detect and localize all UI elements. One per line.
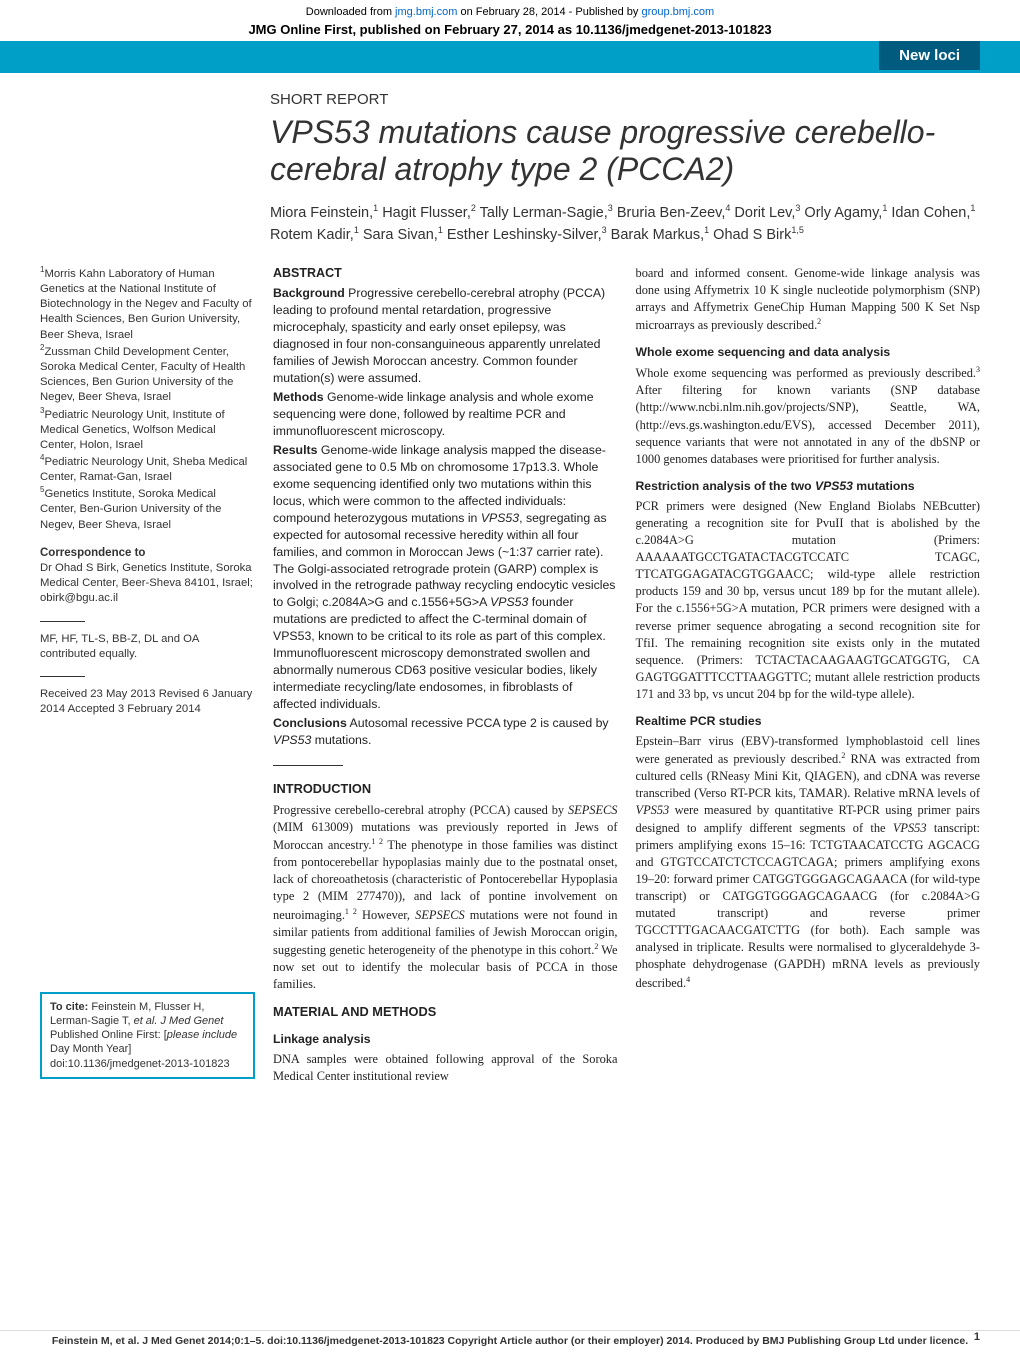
footer-text: Feinstein M, et al. J Med Genet 2014;0:1… xyxy=(52,1335,968,1347)
abstract-bg-label: Background xyxy=(273,286,345,300)
realtime-heading: Realtime PCR studies xyxy=(636,713,981,730)
correspondence-body: Dr Ohad S Birk, Genetics Institute, Soro… xyxy=(40,561,255,607)
restriction-heading: Restriction analysis of the two VPS53 mu… xyxy=(636,478,981,495)
correspondence-heading: Correspondence to xyxy=(40,547,255,559)
publication-banner: JMG Online First, published on February … xyxy=(0,20,1020,41)
exome-body: Whole exome sequencing was performed as … xyxy=(636,364,981,468)
abstract-concl-label: Conclusions xyxy=(273,716,347,730)
linkage-heading: Linkage analysis xyxy=(273,1031,618,1048)
header-bar: New loci xyxy=(0,41,1020,73)
citation-box: To cite: Feinstein M, Flusser H, Lerman-… xyxy=(40,992,255,1079)
intro-body: Progressive cerebello-cerebral atrophy (… xyxy=(273,802,618,994)
restriction-body: PCR primers were designed (New England B… xyxy=(636,498,981,703)
column-1: ABSTRACT Background Progressive cerebell… xyxy=(273,265,618,1087)
report-type: SHORT REPORT xyxy=(270,91,980,108)
abstract: ABSTRACT Background Progressive cerebell… xyxy=(273,265,618,749)
contributions-note: MF, HF, TL-S, BB-Z, DL and OA contribute… xyxy=(40,632,255,663)
download-site-link[interactable]: jmg.bmj.com xyxy=(395,6,457,18)
realtime-body: Epstein–Barr virus (EBV)-transformed lym… xyxy=(636,733,981,992)
linkage-body: DNA samples were obtained following appr… xyxy=(273,1051,618,1085)
article-title: VPS53 mutations cause progressive cerebe… xyxy=(270,114,980,188)
abstract-methods-label: Methods xyxy=(273,390,324,404)
abstract-results-label: Results xyxy=(273,443,317,457)
footer: Feinstein M, et al. J Med Genet 2014;0:1… xyxy=(0,1330,1020,1351)
download-mid: on February 28, 2014 - Published by xyxy=(457,6,641,18)
abstract-heading: ABSTRACT xyxy=(273,265,618,282)
download-meta: Downloaded from jmg.bmj.com on February … xyxy=(0,0,1020,20)
page-number: 1 xyxy=(974,1331,980,1343)
methods-heading: MATERIAL AND METHODS xyxy=(273,1003,618,1021)
divider xyxy=(40,676,85,677)
exome-heading: Whole exome sequencing and data analysis xyxy=(636,344,981,361)
article-dates: Received 23 May 2013 Revised 6 January 2… xyxy=(40,687,255,718)
sidebar: 1Morris Kahn Laboratory of Human Genetic… xyxy=(40,265,255,1087)
download-pub-link[interactable]: group.bmj.com xyxy=(641,6,714,18)
divider xyxy=(40,621,85,622)
download-prefix: Downloaded from xyxy=(306,6,395,18)
authors-list: Miora Feinstein,1 Hagit Flusser,2 Tally … xyxy=(270,202,980,247)
column-2: board and informed consent. Genome-wide … xyxy=(636,265,981,1087)
linkage-cont: board and informed consent. Genome-wide … xyxy=(636,265,981,335)
intro-heading: INTRODUCTION xyxy=(273,780,618,798)
affiliations: 1Morris Kahn Laboratory of Human Genetic… xyxy=(40,265,255,533)
abstract-results: Genome-wide linkage analysis mapped the … xyxy=(273,443,615,712)
section-tab: New loci xyxy=(879,41,980,70)
divider xyxy=(273,765,343,766)
abstract-bg: Progressive cerebello-cerebral atrophy (… xyxy=(273,286,605,385)
